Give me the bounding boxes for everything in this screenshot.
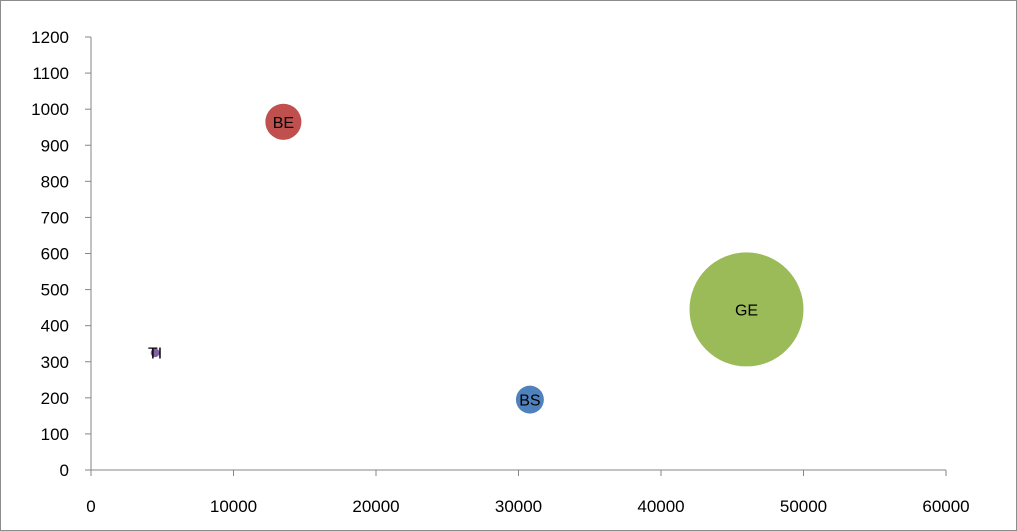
y-tick-label: 300 <box>41 353 69 372</box>
x-tick-label: 30000 <box>495 497 542 516</box>
y-tick-label: 100 <box>41 425 69 444</box>
y-tick-label: 1000 <box>31 100 69 119</box>
y-tick-label: 1100 <box>32 64 69 83</box>
y-tick-label: 900 <box>41 136 69 155</box>
x-tick-label: 20000 <box>352 497 399 516</box>
bubble-be <box>265 103 302 140</box>
x-tick-label: 10000 <box>210 497 257 516</box>
y-tick-label: 400 <box>41 317 69 336</box>
bubble-labels: TI BE BS GE <box>148 115 758 410</box>
x-tick-label: 0 <box>86 497 95 516</box>
y-tick-label: 800 <box>41 172 69 191</box>
y-tick-label: 600 <box>41 245 69 264</box>
y-tick-label: 0 <box>60 461 69 480</box>
x-tick-label: 40000 <box>637 497 684 516</box>
bubble-ge <box>689 252 804 367</box>
y-tick-label: 500 <box>41 281 69 300</box>
bubble-label-ge: GE <box>735 302 758 319</box>
bubble-ti <box>150 348 160 358</box>
y-tick-labels: 0 100 200 300 400 500 600 700 800 900 1000 1100 1200 <box>31 28 69 480</box>
y-tick-label: 700 <box>41 208 69 227</box>
axes <box>85 36 947 476</box>
y-tick-label: 200 <box>41 389 69 408</box>
bubble-bs <box>515 385 544 414</box>
x-tick-label: 50000 <box>780 497 827 516</box>
x-tick-labels: 0 10000 20000 30000 40000 50000 60000 <box>86 497 969 516</box>
bubble-label-bs: BS <box>519 393 540 410</box>
bubble-label-ti: TI <box>148 346 162 363</box>
y-tick-label: 1200 <box>31 28 69 47</box>
x-tick-label: 60000 <box>922 497 969 516</box>
bubble-label-be: BE <box>273 115 294 132</box>
bubbles <box>150 103 804 414</box>
